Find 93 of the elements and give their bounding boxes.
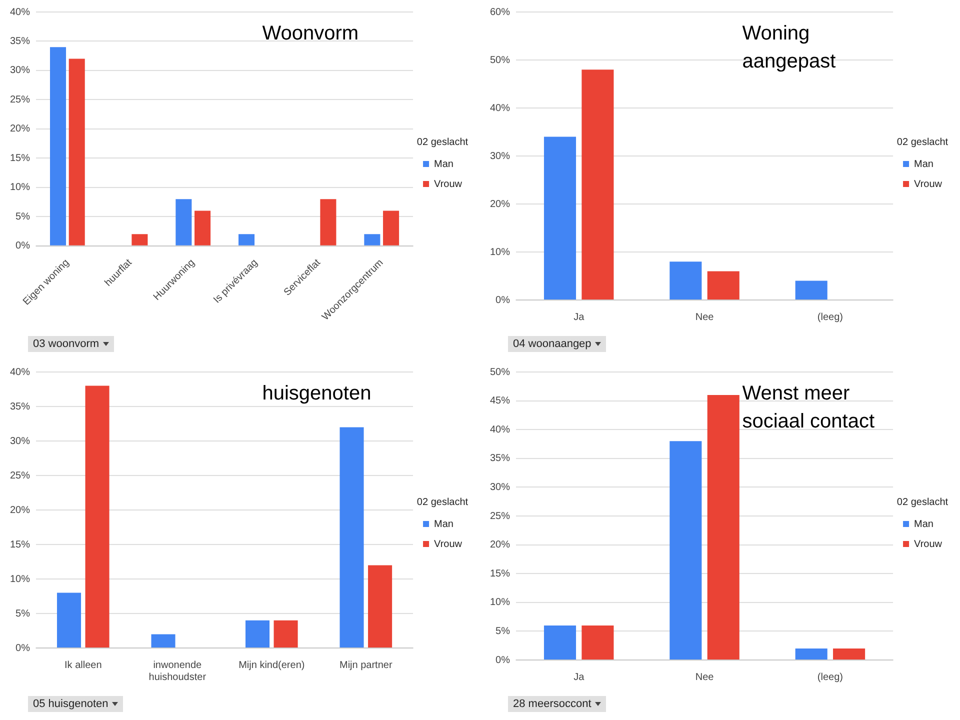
y-tick-label: 10% (10, 182, 30, 194)
bar (238, 234, 255, 246)
y-tick-label: 10% (10, 574, 30, 585)
x-tick-label: Mijn partner (339, 660, 393, 671)
y-tick-label: 45% (490, 396, 510, 407)
legend-title: 02 geslacht (896, 136, 948, 148)
legend-label: Man (914, 158, 934, 170)
bar (795, 648, 828, 660)
y-tick-label: 5% (16, 608, 30, 620)
bar (340, 427, 364, 648)
bar (707, 271, 740, 300)
y-tick-label: 15% (10, 539, 30, 550)
legend-label: Man (914, 518, 934, 530)
legend-label: Man (434, 518, 454, 530)
bar (368, 565, 392, 648)
y-tick-label: 10% (490, 246, 510, 258)
y-tick-label: 10% (490, 597, 510, 608)
bar (56, 592, 82, 648)
bar (670, 262, 702, 300)
bar (383, 210, 400, 246)
legend-label: Man (434, 158, 454, 170)
legend-label: Vrouw (914, 538, 943, 550)
bar (176, 199, 192, 246)
y-tick-label: 20% (490, 198, 510, 210)
bar (320, 199, 336, 246)
y-tick-label: 50% (490, 366, 510, 378)
x-tick-label: (leeg) (817, 312, 843, 323)
x-tick-label: (leeg) (817, 672, 843, 683)
y-tick-label: 40% (490, 424, 510, 436)
y-tick-label: 35% (10, 401, 30, 412)
bar (85, 386, 110, 648)
bar (274, 620, 298, 648)
x-tick-label: Ja (574, 312, 585, 323)
y-tick-label: 30% (10, 436, 30, 447)
bar (795, 280, 828, 300)
y-tick-label: 30% (10, 65, 30, 76)
text: 04 woonaangep (513, 338, 592, 350)
y-tick-label: 0% (496, 294, 510, 306)
y-tick-label: 15% (10, 152, 30, 164)
y-tick-label: 0% (16, 642, 30, 654)
bar (544, 136, 576, 300)
bar (50, 47, 66, 246)
y-tick-label: 25% (10, 94, 30, 106)
legend-title: 02 geslacht (416, 136, 468, 148)
text: 28 meersoccont (513, 698, 592, 710)
text: 05 huisgenoten (33, 698, 108, 710)
y-tick-label: 25% (10, 470, 30, 482)
bar (364, 234, 380, 246)
y-tick-label: 40% (490, 102, 510, 114)
bar (582, 70, 614, 300)
y-tick-label: 30% (490, 150, 510, 162)
x-tick-label: inwonende huishoudster (148, 660, 207, 683)
bar (194, 210, 211, 246)
text: Woonvorm (262, 22, 359, 45)
text: 03 woonvorm (33, 338, 100, 350)
bar (582, 625, 614, 660)
legend-title: 02 geslacht (416, 496, 468, 508)
x-tick-label: Nee (695, 312, 714, 323)
bar (132, 234, 148, 246)
y-tick-label: 5% (496, 626, 510, 637)
x-tick-label: Mijn kind(eren) (238, 660, 305, 671)
y-tick-label: 60% (490, 6, 510, 18)
y-tick-label: 40% (10, 6, 30, 18)
x-tick-label: Ik alleen (64, 660, 102, 671)
y-tick-label: 40% (10, 366, 30, 378)
legend-title: 02 geslacht (896, 496, 948, 508)
bar (68, 58, 85, 246)
x-tick-label: Ja (574, 672, 585, 683)
bar (833, 648, 866, 660)
y-tick-label: 35% (490, 453, 510, 464)
bar (151, 634, 176, 648)
bar (544, 625, 576, 660)
text: Wenst meer sociaal contact (742, 382, 875, 433)
text: huisgenoten (262, 382, 372, 405)
y-tick-label: 50% (490, 54, 510, 66)
bar (707, 395, 740, 660)
y-tick-label: 0% (16, 240, 30, 252)
bar (245, 620, 270, 648)
x-tick-label: Nee (695, 672, 714, 683)
legend-label: Vrouw (914, 178, 943, 190)
y-tick-label: 35% (10, 36, 30, 47)
y-tick-label: 30% (490, 482, 510, 493)
y-tick-label: 0% (496, 654, 510, 666)
y-tick-label: 25% (490, 510, 510, 522)
legend-label: Vrouw (434, 178, 463, 190)
bar (670, 441, 702, 660)
y-tick-label: 20% (10, 124, 30, 135)
y-tick-label: 15% (490, 568, 510, 580)
text: Woning aangepast (742, 22, 836, 73)
y-tick-label: 20% (10, 504, 30, 516)
y-tick-label: 20% (490, 540, 510, 551)
y-tick-label: 5% (16, 211, 30, 222)
legend-label: Vrouw (434, 538, 463, 550)
